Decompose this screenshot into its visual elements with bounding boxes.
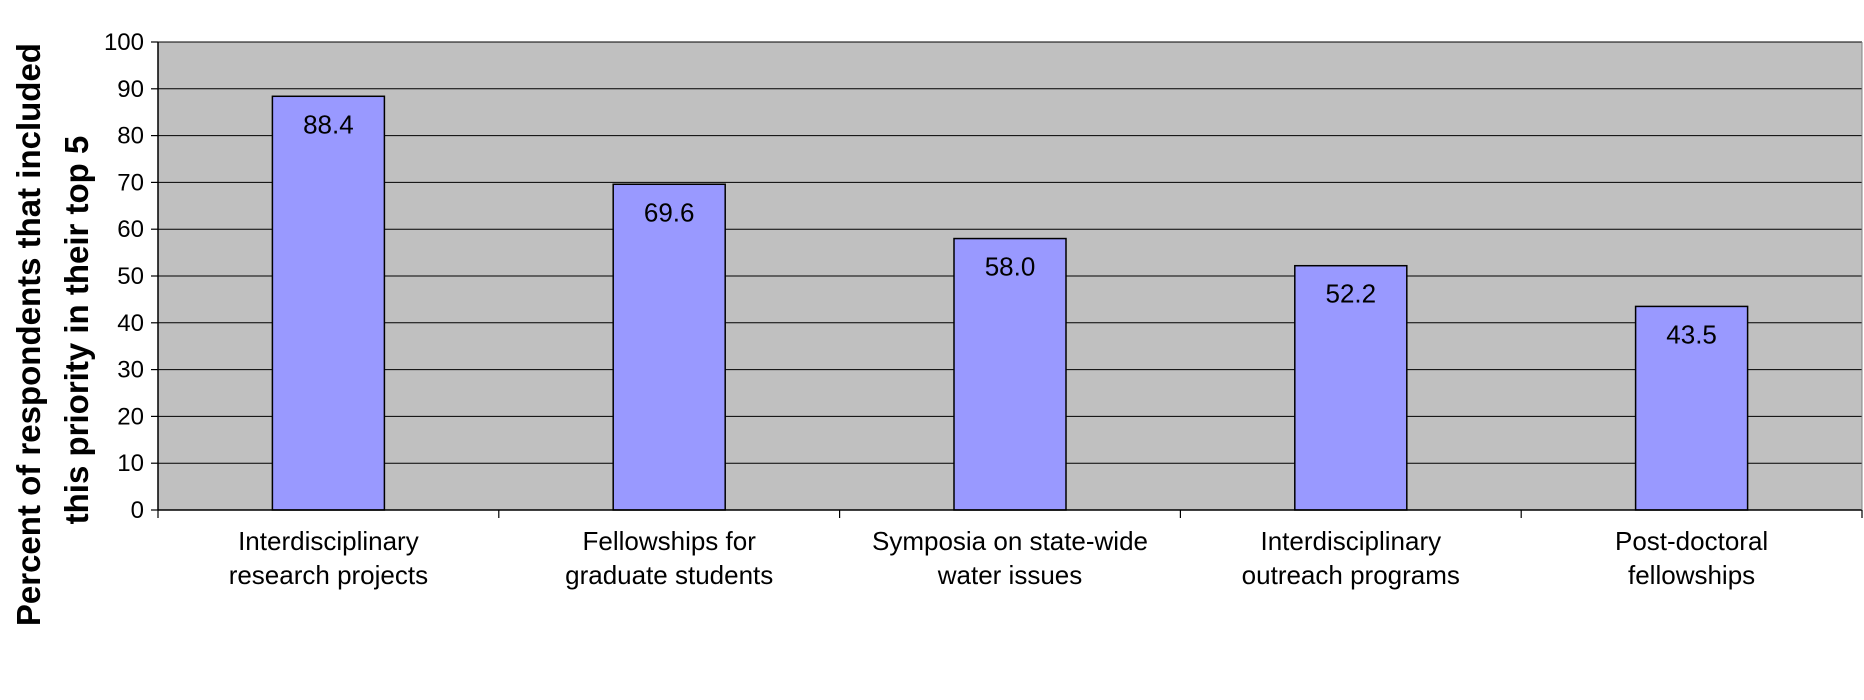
axes xyxy=(157,42,1863,518)
x-category-label: fellowships xyxy=(1628,560,1755,590)
y-tick-label: 30 xyxy=(117,357,144,384)
bar xyxy=(271,95,386,511)
x-category-label: Interdisciplinary xyxy=(1260,526,1441,556)
y-tick-label: 80 xyxy=(117,123,144,150)
data-label: 58.0 xyxy=(985,252,1036,282)
y-tick-label: 90 xyxy=(117,76,144,103)
y-tick-label: 100 xyxy=(104,29,144,56)
data-label: 69.6 xyxy=(644,197,695,227)
x-category-label: outreach programs xyxy=(1242,560,1460,590)
y-axis-label-line-1: Percent of respondents that included xyxy=(10,43,47,626)
y-tick-label: 50 xyxy=(117,263,144,290)
y-tick-label: 70 xyxy=(117,169,144,196)
x-category-label: graduate students xyxy=(565,560,773,590)
y-tick-label: 10 xyxy=(117,450,144,477)
y-tick-label: 60 xyxy=(117,216,144,243)
x-category-label: Post-doctoral xyxy=(1615,526,1768,556)
data-label: 88.4 xyxy=(303,109,354,139)
y-tick-label: 40 xyxy=(117,310,144,337)
x-category-label: Fellowships for xyxy=(582,526,756,556)
x-category-label: Symposia on state-wide xyxy=(872,526,1148,556)
y-axis-label-line-2: this priority in their top 5 xyxy=(58,136,95,525)
data-labels: 88.4 69.6 58.0 52.2 43.5 xyxy=(303,109,1717,349)
data-label: 52.2 xyxy=(1325,279,1376,309)
y-tick-label: 20 xyxy=(117,403,144,430)
y-axis-ticks: 0 10 20 30 40 50 60 70 80 90 100 xyxy=(104,29,158,524)
x-axis-categories: Interdisciplinary research projects Fellow… xyxy=(229,526,1769,590)
y-axis-label: Percent of respondents that included thi… xyxy=(10,34,95,626)
bar xyxy=(1294,264,1408,511)
bar xyxy=(953,237,1067,511)
x-category-label: Interdisciplinary xyxy=(238,526,419,556)
y-tick-label: 0 xyxy=(131,497,144,524)
data-label: 43.5 xyxy=(1666,319,1717,349)
bar xyxy=(612,183,726,511)
bar xyxy=(1634,305,1749,511)
x-category-label: research projects xyxy=(229,560,428,590)
x-category-label: water issues xyxy=(937,560,1083,590)
bars xyxy=(271,95,1749,511)
